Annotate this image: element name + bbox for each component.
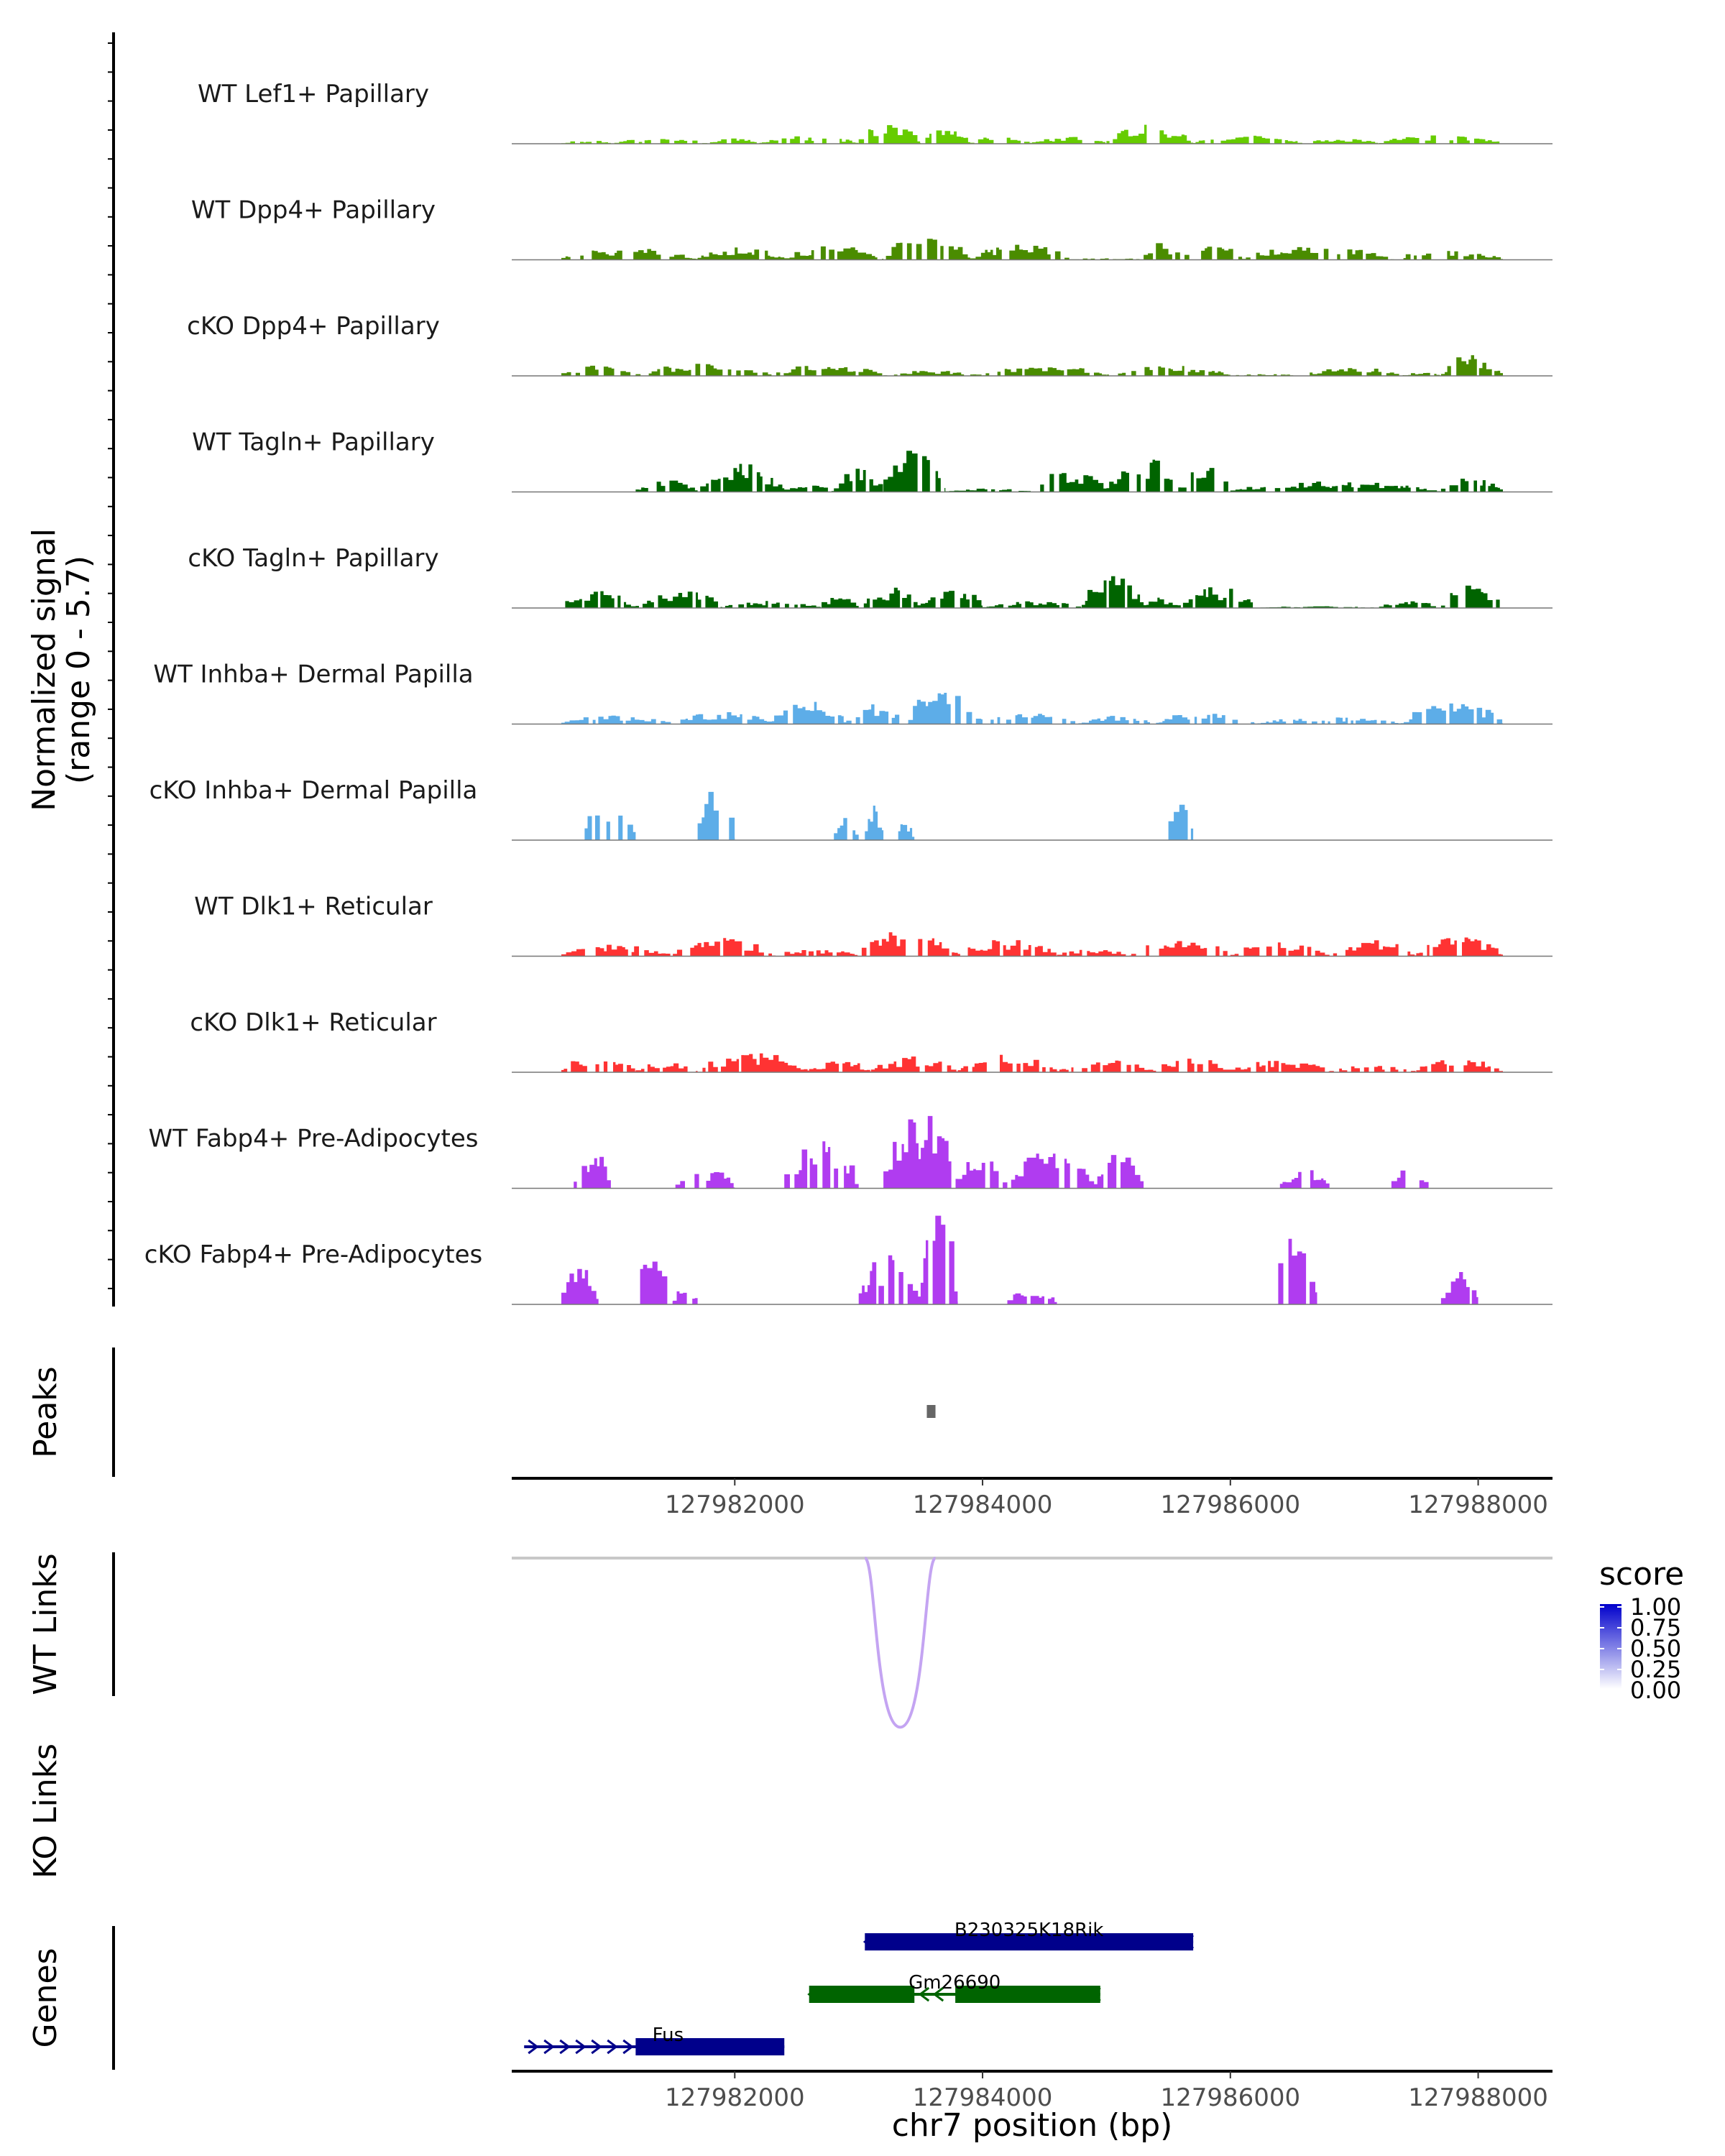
track-label: WT Inhba+ Dermal Papilla — [153, 660, 473, 689]
x-tick-label: 127984000 — [913, 1491, 1053, 1519]
gene-label: Fus — [653, 2024, 684, 2046]
coverage-area — [579, 791, 1194, 840]
x-tick-label: 127986000 — [1160, 2083, 1300, 2112]
coverage-y-label: Normalized signal — [26, 528, 63, 811]
gene-exon — [809, 1986, 915, 2003]
track-label: WT Tagln+ Papillary — [192, 428, 435, 457]
legend-label: 0.50 — [1630, 1635, 1681, 1662]
genes-label: Genes — [27, 1948, 64, 2047]
track-label: WT Fabp4+ Pre-Adipocytes — [149, 1125, 479, 1153]
strand-chevron — [862, 1934, 875, 1950]
coverage-area — [561, 239, 1503, 260]
track-label: WT Dpp4+ Papillary — [191, 196, 436, 225]
coverage-track: WT Tagln+ Papillary — [192, 428, 1552, 493]
coverage-area — [561, 124, 1503, 144]
coverage-tracks: WT Lef1+ Papillary WT Dpp4+ Papillary cKO … — [144, 80, 1552, 1305]
x-tick-label: 127984000 — [913, 2083, 1053, 2112]
coverage-area — [561, 932, 1503, 957]
strand-chevron — [1182, 1934, 1194, 1950]
x-tick-label: 127988000 — [1408, 2083, 1548, 2112]
coverage-area — [635, 451, 1503, 492]
gene-model: Fus — [524, 2024, 785, 2055]
coverage-track: cKO Dpp4+ Papillary — [187, 312, 1552, 377]
legend-colorbar — [1600, 1604, 1622, 1689]
coverage-area — [561, 1053, 1503, 1072]
peak-regions — [926, 1405, 936, 1418]
gene-model: B230325K18Rik — [862, 1920, 1194, 1950]
gene-label: Gm26690 — [908, 1972, 1000, 1994]
coverage-track: WT Lef1+ Papillary — [198, 80, 1552, 144]
wt-links-panel: WT Links — [27, 1552, 1552, 1729]
legend-ticks: 1.000.750.500.250.00 — [1600, 1593, 1681, 1704]
coverage-area — [561, 576, 1503, 608]
gene-exon — [955, 1986, 1100, 2003]
track-label: cKO Dlk1+ Reticular — [190, 1008, 436, 1037]
legend-title: score — [1599, 1556, 1684, 1593]
ko-links-panel: KO Links — [27, 1743, 64, 1879]
coverage-track: cKO Inhba+ Dermal Papilla — [150, 776, 1552, 841]
coverage-area — [561, 693, 1503, 724]
track-label: cKO Dpp4+ Papillary — [187, 312, 440, 341]
x-axis-top: 127982000 127984000 127986000 127988000 — [665, 1478, 1548, 1519]
coverage-area — [574, 1115, 1429, 1189]
track-label: cKO Tagln+ Papillary — [188, 544, 438, 573]
coverage-track: WT Inhba+ Dermal Papilla — [153, 660, 1552, 725]
track-label: cKO Fabp4+ Pre-Adipocytes — [144, 1240, 483, 1269]
legend-label: 1.00 — [1630, 1593, 1681, 1621]
coverage-track: cKO Tagln+ Papillary — [188, 544, 1552, 609]
strand-chevron — [528, 2039, 539, 2055]
strand-chevron — [575, 2039, 586, 2055]
link-arc — [863, 1557, 937, 1729]
strand-chevron — [622, 2039, 634, 2055]
x-axis-bottom: 127982000 127984000 127986000 127988000 — [665, 2071, 1548, 2112]
ko-links-label: KO Links — [27, 1743, 64, 1879]
wt-link-arcs — [863, 1557, 937, 1729]
coverage-track: cKO Dlk1+ Reticular — [190, 1008, 1552, 1073]
coverage-track: WT Fabp4+ Pre-Adipocytes — [149, 1115, 1552, 1189]
legend-label: 0.25 — [1630, 1656, 1681, 1683]
gene-label: B230325K18Rik — [954, 1920, 1104, 1941]
strand-chevron — [591, 2039, 602, 2055]
strand-chevron — [543, 2039, 555, 2055]
coverage-track: WT Dlk1+ Reticular — [194, 893, 1552, 957]
coverage-panel: Normalized signal (range 0 - 5.7) WT Lef… — [26, 32, 1552, 1307]
x-axis-title: chr7 position (bp) — [892, 2107, 1173, 2144]
coverage-area — [561, 1215, 1478, 1304]
strand-chevron — [918, 1986, 930, 2002]
x-tick-label: 127988000 — [1408, 1491, 1548, 1519]
gene-models: B230325K18Rik Gm26690 Fus — [524, 1920, 1194, 2055]
coverage-y-ticks — [108, 42, 114, 1289]
score-legend: score 1.000.750.500.250.00 — [1599, 1556, 1684, 1704]
x-tick-label: 127982000 — [665, 1491, 805, 1519]
strand-chevron — [932, 1986, 944, 2002]
wt-links-label: WT Links — [27, 1553, 64, 1695]
legend-label: 0.00 — [1630, 1677, 1681, 1704]
x-tick-label: 127986000 — [1160, 1491, 1300, 1519]
gene-model: Gm26690 — [807, 1972, 1101, 2003]
gene-exon — [865, 1933, 1194, 1950]
strand-chevron — [607, 2039, 618, 2055]
coverage-track: cKO Fabp4+ Pre-Adipocytes — [144, 1215, 1552, 1305]
track-label: cKO Inhba+ Dermal Papilla — [150, 776, 478, 805]
track-label: WT Lef1+ Papillary — [198, 80, 429, 109]
coverage-track: WT Dpp4+ Papillary — [191, 196, 1552, 261]
coverage-area — [561, 355, 1503, 376]
strand-chevron — [1090, 1986, 1101, 2002]
track-label: WT Dlk1+ Reticular — [194, 893, 433, 921]
peak-region — [926, 1405, 936, 1418]
legend-label: 0.75 — [1630, 1614, 1681, 1641]
gene-exon — [635, 2038, 785, 2055]
peaks-label: Peaks — [27, 1366, 64, 1457]
x-tick-label: 127982000 — [665, 2083, 805, 2112]
strand-chevron — [807, 1986, 819, 2002]
coverage-y-label-range: (range 0 - 5.7) — [60, 556, 97, 784]
strand-chevron — [559, 2039, 571, 2055]
peaks-panel: Peaks 127982000 127984000 127986000 1279880… — [27, 1348, 1552, 1519]
